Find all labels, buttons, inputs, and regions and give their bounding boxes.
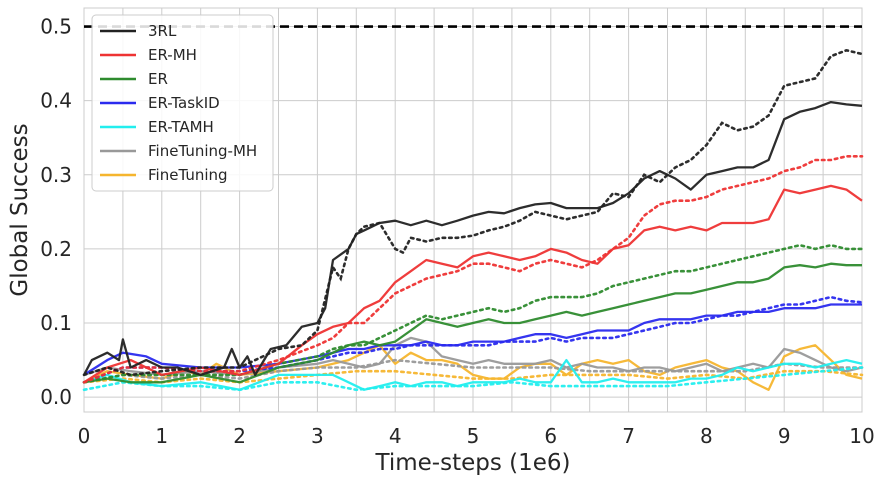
- legend-label: ER: [148, 70, 168, 88]
- legend-label: FineTuning: [148, 166, 228, 184]
- series-er-tamh: [82, 358, 864, 392]
- x-tick-label: 10: [849, 424, 874, 448]
- legend-item: ER: [100, 70, 168, 88]
- series-layer: [82, 48, 864, 392]
- series-3rl: [82, 48, 864, 377]
- x-tick-label: 1: [155, 424, 168, 448]
- legend-label: ER-TAMH: [148, 118, 214, 136]
- legend-item: ER-TAMH: [100, 118, 214, 136]
- series-line-dotted: [82, 243, 864, 384]
- y-axis-ticks: 0.0 0.1 0.2 0.3 0.4 0.5: [40, 15, 72, 410]
- y-axis-title: Global Success: [7, 123, 33, 296]
- x-axis-title: Time-steps (1e6): [375, 450, 571, 476]
- y-tick-label: 0.1: [40, 311, 72, 335]
- series-line-solid: [83, 262, 862, 384]
- series-line-solid: [83, 358, 863, 391]
- legend-item: ER-TaskID: [100, 94, 220, 112]
- legend-label: 3RL: [148, 22, 177, 40]
- y-tick-label: 0.4: [40, 89, 72, 113]
- x-tick-label: 0: [78, 424, 91, 448]
- legend-label: FineTuning-MH: [148, 142, 257, 160]
- x-tick-label: 2: [233, 424, 246, 448]
- y-tick-label: 0.2: [40, 237, 72, 261]
- x-tick-label: 6: [544, 424, 557, 448]
- series-line-dotted: [82, 369, 864, 384]
- x-tick-label: 3: [311, 424, 324, 448]
- legend-item: FineTuning: [100, 166, 228, 184]
- x-tick-label: 4: [389, 424, 402, 448]
- y-tick-label: 0.3: [40, 163, 72, 187]
- x-tick-label: 5: [467, 424, 480, 448]
- x-tick-label: 8: [700, 424, 713, 448]
- x-tick-label: 7: [622, 424, 635, 448]
- x-axis-ticks: 0 1 2 3 4 5 6 7 8 9 10: [78, 424, 875, 448]
- series-line-dotted: [82, 366, 864, 392]
- legend-label: ER-MH: [148, 46, 197, 64]
- legend-box: [91, 14, 274, 192]
- y-tick-label: 0.0: [40, 385, 72, 409]
- legend-item: ER-MH: [100, 46, 197, 64]
- legend-item: 3RL: [100, 22, 177, 40]
- series-er: [82, 243, 864, 384]
- series-line-dotted: [82, 48, 864, 377]
- series-line-solid: [83, 336, 863, 377]
- y-tick-label: 0.5: [40, 15, 72, 39]
- x-tick-label: 9: [778, 424, 791, 448]
- legend: 3RL ER-MH ER ER-TaskID ER-TAMH FineTuning-MH F…: [91, 14, 274, 192]
- legend-label: ER-TaskID: [148, 94, 220, 112]
- series-line-dotted: [82, 155, 864, 384]
- legend-item: FineTuning-MH: [100, 142, 257, 160]
- series-line-solid: [82, 100, 863, 377]
